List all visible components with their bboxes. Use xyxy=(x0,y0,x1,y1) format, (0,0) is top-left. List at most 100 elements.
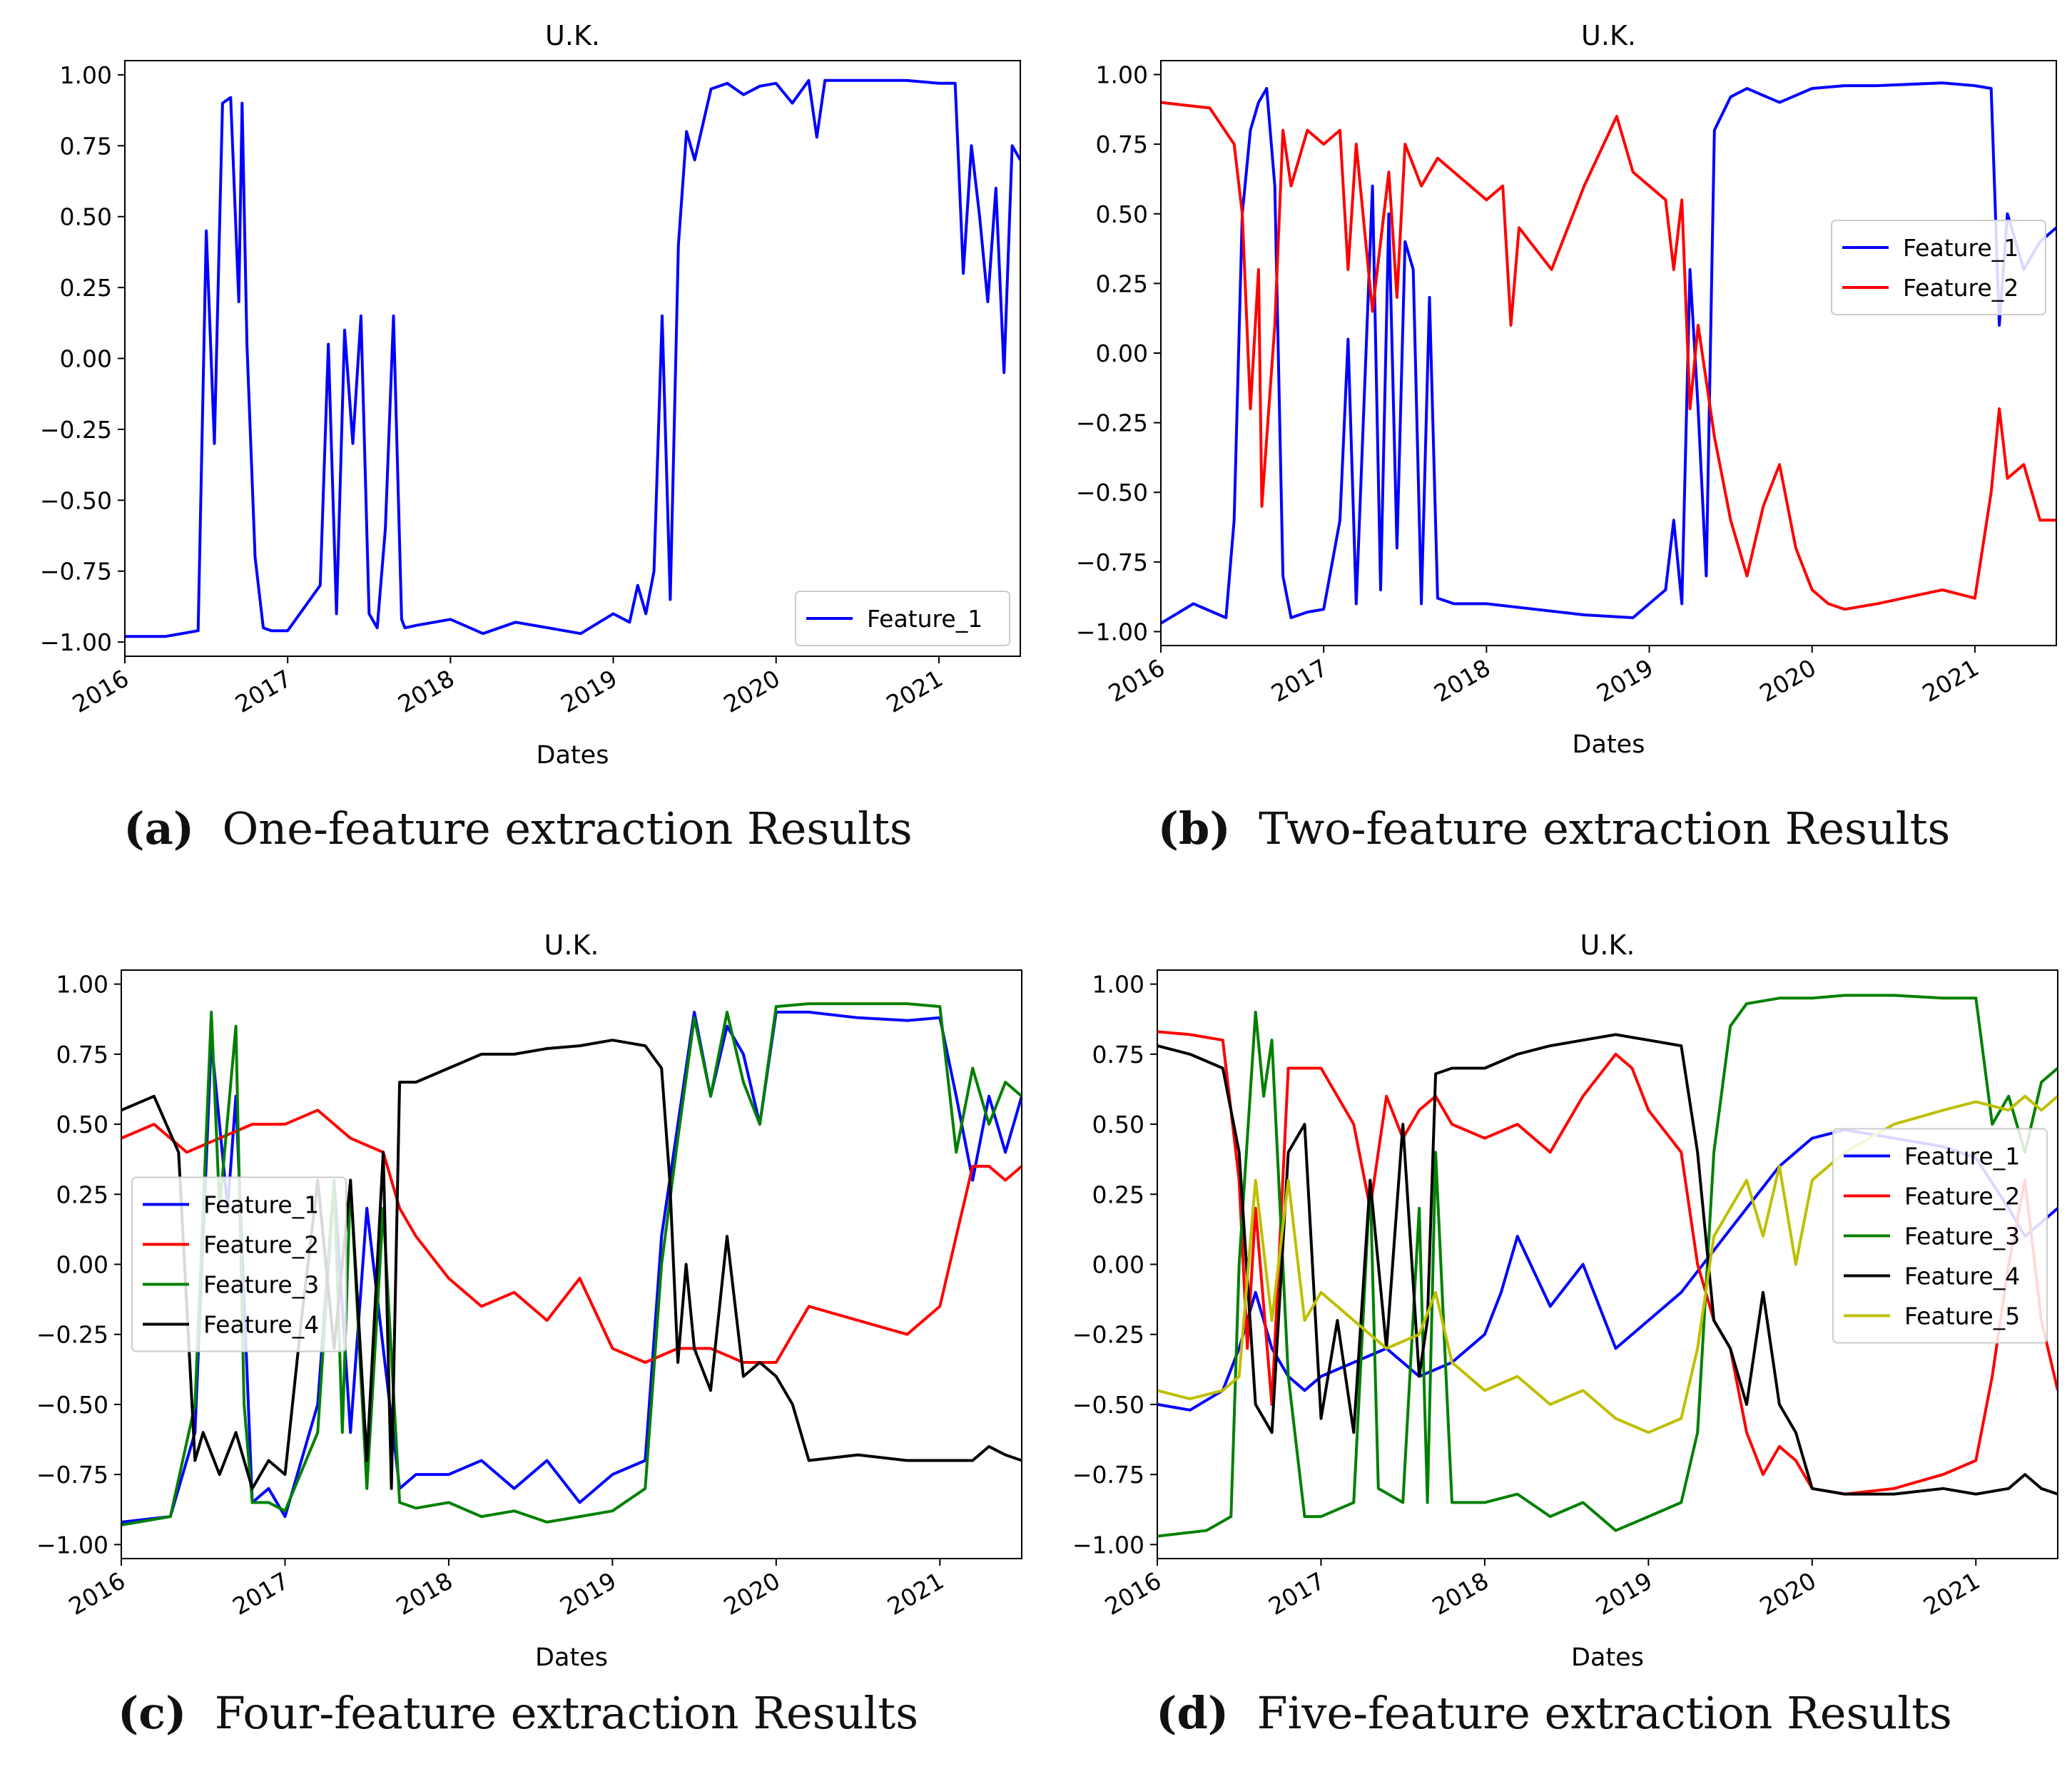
chart-b: U.K. −1.00 −0.75 −0.50 −0.25 0.00 0.25 0.50 0.75… xyxy=(1076,20,2057,759)
caption-c: (c) Four-feature extraction Results xyxy=(0,1687,1036,1739)
x-tick-label: 2020 xyxy=(1755,1566,1821,1621)
x-tick-label: 2017 xyxy=(1264,1566,1329,1621)
legend-label: Feature_4 xyxy=(203,1311,319,1339)
panel-b: U.K. −1.00 −0.75 −0.50 −0.25 0.00 0.25 0.50 0.75… xyxy=(1036,0,2072,884)
x-tick-label: 2019 xyxy=(1591,1566,1657,1621)
chart-title: U.K. xyxy=(1581,20,1636,51)
y-tick-label: 0.00 xyxy=(1092,1251,1144,1279)
legend-label: Feature_3 xyxy=(1904,1223,2020,1250)
y-tick-label: 0.75 xyxy=(1092,1041,1144,1069)
series-line-feature-1 xyxy=(121,1010,1022,1524)
x-tick-label: 2018 xyxy=(392,1566,457,1621)
y-tick-label: 0.00 xyxy=(56,1251,108,1279)
x-tick-label: 2020 xyxy=(718,664,784,718)
caption-c-text: Four-feature extraction Results xyxy=(214,1687,919,1739)
x-axis-label: Dates xyxy=(1573,730,1645,759)
legend-box xyxy=(131,1176,347,1352)
x-tick-label: 2019 xyxy=(555,1566,621,1621)
y-tick-label: −0.25 xyxy=(36,1321,108,1349)
series-line-feature-4 xyxy=(121,1039,1022,1490)
legend-label: Feature_2 xyxy=(1904,1183,2020,1210)
legend-box xyxy=(1832,1128,2048,1344)
y-tick-label: −1.00 xyxy=(1072,1531,1144,1559)
chart-title: U.K. xyxy=(544,929,599,961)
panel-a: U.K. −1.00 −0.75 −0.50 −0.25 0.00 0.25 0.50 0.75… xyxy=(0,0,1036,884)
series-line-feature-2 xyxy=(1157,1030,2058,1496)
caption-a-label: (a) xyxy=(123,802,195,855)
y-tick-label: −0.25 xyxy=(1072,1321,1144,1349)
y-tick-label: 0.50 xyxy=(1096,200,1148,228)
caption-b-label: (b) xyxy=(1157,802,1231,855)
series-group xyxy=(125,78,1020,638)
y-tick-label: 0.50 xyxy=(60,203,112,231)
legend-box xyxy=(795,591,1010,646)
y-tick-label: 0.50 xyxy=(56,1111,108,1138)
chart-title: U.K. xyxy=(545,20,600,51)
y-tick-label: 0.25 xyxy=(1092,1181,1144,1208)
chart-title: U.K. xyxy=(1580,929,1635,961)
y-tick-label: 0.00 xyxy=(60,345,112,373)
y-tick-label: −0.50 xyxy=(40,486,112,514)
x-tick-label: 2017 xyxy=(228,1566,293,1621)
y-tick-label: 1.00 xyxy=(56,971,108,999)
x-tick-label: 2019 xyxy=(556,664,621,718)
x-tick-label: 2016 xyxy=(64,1566,130,1621)
chart-a: U.K. −1.00 −0.75 −0.50 −0.25 0.00 0.25 0.50 0.75… xyxy=(40,20,1021,770)
caption-a-text: One-feature extraction Results xyxy=(222,802,913,855)
caption-c-label: (c) xyxy=(117,1687,187,1739)
series-group xyxy=(1157,994,2058,1538)
series-group xyxy=(1161,81,2056,625)
legend: Feature_1 Feature_2 Feature_3 Feature_4 xyxy=(131,1176,347,1352)
y-tick-label: −1.00 xyxy=(36,1531,108,1559)
legend: Feature_1 Feature_2 xyxy=(1831,220,2046,315)
y-tick-label: 1.00 xyxy=(1092,971,1144,999)
y-tick-label: 1.00 xyxy=(1096,61,1148,89)
series-line-feature-1 xyxy=(125,78,1020,638)
y-tick-label: −0.75 xyxy=(40,558,112,586)
axes-frame xyxy=(124,60,1021,657)
x-tick-label: 2016 xyxy=(1100,1566,1166,1621)
series-line-feature-5 xyxy=(1157,1094,2058,1434)
caption-a: (a) One-feature extraction Results xyxy=(0,802,1036,855)
x-tick-label: 2021 xyxy=(1918,653,1984,708)
panel-c: U.K. −1.00 −0.75 −0.50 −0.25 0.00 0.25 0.50 0.75… xyxy=(0,892,1036,1769)
y-tick-label: −0.50 xyxy=(36,1391,108,1419)
x-tick-label: 2017 xyxy=(230,664,296,718)
legend-box xyxy=(1831,220,2046,315)
legend-label: Feature_1 xyxy=(203,1191,319,1219)
caption-d-label: (d) xyxy=(1156,1687,1229,1739)
caption-d-text: Five-feature extraction Results xyxy=(1256,1687,1952,1739)
legend-label: Feature_2 xyxy=(203,1231,319,1259)
y-tick-label: 0.25 xyxy=(56,1181,108,1208)
series-line-feature-4 xyxy=(1157,1033,2058,1496)
caption-b-text: Two-feature extraction Results xyxy=(1259,802,1951,855)
x-axis-label: Dates xyxy=(535,1643,608,1672)
y-tick-label: 0.75 xyxy=(56,1041,108,1069)
x-tick-label: 2018 xyxy=(1428,1566,1493,1621)
legend-label: Feature_3 xyxy=(203,1271,319,1299)
y-tick-label: −0.50 xyxy=(1072,1391,1144,1419)
y-tick-label: −1.00 xyxy=(1076,618,1148,646)
x-axis-label: Dates xyxy=(537,741,609,770)
legend-label: Feature_1 xyxy=(1903,234,2018,262)
y-tick-label: −0.25 xyxy=(1076,409,1148,437)
y-tick-label: 0.75 xyxy=(60,132,112,160)
chart-c: U.K. −1.00 −0.75 −0.50 −0.25 0.00 0.25 0.50 0.75… xyxy=(36,929,1022,1672)
y-tick-label: 0.00 xyxy=(1096,340,1148,367)
x-tick-label: 2019 xyxy=(1592,653,1657,708)
legend: Feature_1 Feature_2 Feature_3 Feature_4 Feat… xyxy=(1832,1128,2048,1344)
series-line-feature-2 xyxy=(1161,101,2056,611)
x-axis-label: Dates xyxy=(1571,1643,1644,1672)
y-tick-label: −0.75 xyxy=(1076,549,1148,576)
y-tick-label: −0.50 xyxy=(1076,479,1148,506)
y-tick-label: −1.00 xyxy=(40,628,112,656)
y-tick-label: 0.75 xyxy=(1096,131,1148,158)
x-tick-label: 2020 xyxy=(1754,653,1820,708)
y-tick-label: −0.25 xyxy=(40,416,112,444)
legend-label: Feature_5 xyxy=(1904,1302,2020,1330)
x-tick-label: 2016 xyxy=(1104,653,1169,708)
y-tick-label: 0.25 xyxy=(60,274,112,302)
y-tick-label: 1.00 xyxy=(60,61,112,89)
legend: Feature_1 xyxy=(795,591,1010,646)
x-tick-label: 2021 xyxy=(882,664,948,718)
